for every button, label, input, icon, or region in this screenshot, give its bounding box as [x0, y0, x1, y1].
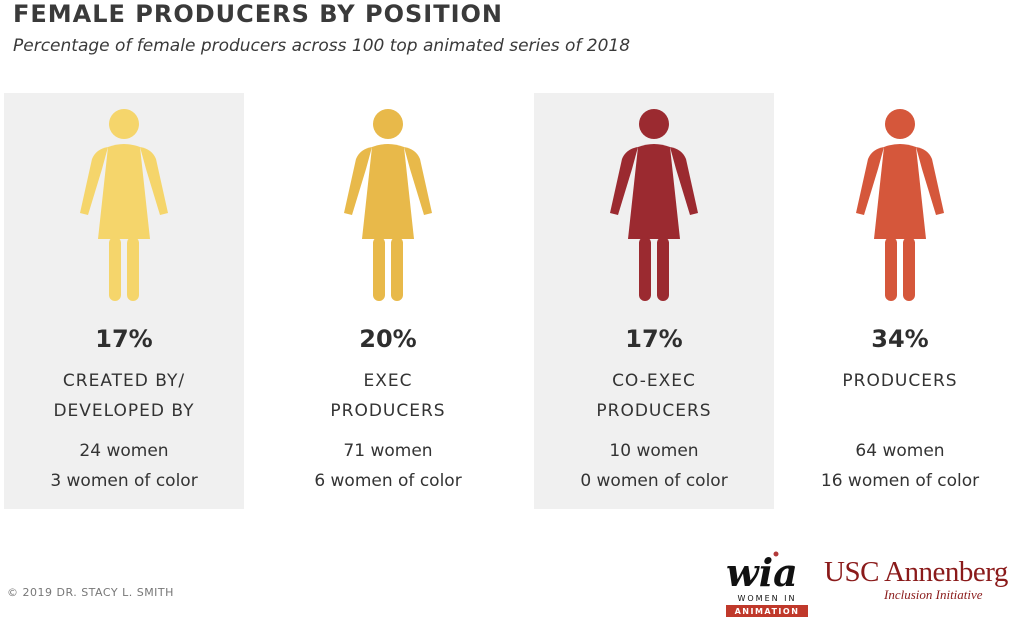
figure-leg-left [373, 237, 385, 301]
chart-title: FEMALE PRODUCERS BY POSITION [13, 0, 504, 28]
counts: 64 women 16 women of color [780, 436, 1020, 496]
position-label-line: EXEC [363, 371, 413, 391]
figure-arm-left [80, 147, 108, 215]
wia-band-bottom [726, 605, 808, 617]
position-label-line: CREATED BY/ [62, 371, 186, 391]
usc-logo-name: USC Annenberg [824, 556, 1008, 588]
position-label: EXEC PRODUCERS [268, 366, 508, 426]
women-of-color-count: 3 women of color [50, 471, 198, 491]
women-count: 64 women [855, 441, 945, 461]
female-figure-icon [80, 109, 168, 301]
women-of-color-count: 6 women of color [314, 471, 462, 491]
usc-annenberg-logo: USC Annenberg Inclusion Initiative [824, 556, 1008, 603]
female-figure-icon [610, 109, 698, 301]
copyright-text: © 2019 DR. STACY L. SMITH [7, 586, 174, 599]
wia-logo: wia WOMEN IN ANIMATION [726, 550, 808, 617]
figure-leg-left [639, 237, 651, 301]
figure-leg-left [109, 237, 121, 301]
percent-label: 17% [625, 325, 683, 353]
panel-created-by: 17% CREATED BY/ DEVELOPED BY 24 women 3 … [4, 93, 244, 509]
figure-arm-left [856, 147, 884, 215]
figure-arm-right [916, 147, 944, 215]
wia-band-top [726, 592, 808, 603]
figure-dress [628, 144, 680, 239]
figure-head [885, 109, 915, 139]
figure-dress [362, 144, 414, 239]
position-label-line: PRODUCERS [842, 371, 958, 391]
figure-head [373, 109, 403, 139]
position-label-line: PRODUCERS [596, 401, 712, 421]
wia-logo-line1: WOMEN IN [737, 594, 796, 603]
counts: 71 women 6 women of color [268, 436, 508, 496]
female-figure-icon [344, 109, 432, 301]
figure-leg-right [127, 237, 139, 301]
women-count: 24 women [79, 441, 169, 461]
position-label: PRODUCERS [780, 366, 1020, 396]
position-label: CREATED BY/ DEVELOPED BY [4, 366, 244, 426]
position-label-line: PRODUCERS [330, 401, 446, 421]
figure-arm-right [140, 147, 168, 215]
figure-arm-right [670, 147, 698, 215]
figure-dress [98, 144, 150, 239]
position-label: CO-EXEC PRODUCERS [534, 366, 774, 426]
position-label-line: DEVELOPED BY [53, 401, 195, 421]
figure-arm-left [610, 147, 638, 215]
percent-label: 20% [359, 325, 417, 353]
wia-logo-line2: ANIMATION [735, 607, 800, 616]
figure-leg-left [885, 237, 897, 301]
wia-dot [773, 551, 779, 557]
figure-leg-right [657, 237, 669, 301]
percent-label: 34% [871, 325, 929, 353]
figure-leg-right [391, 237, 403, 301]
usc-logo-sub: Inclusion Initiative [884, 587, 983, 602]
women-of-color-count: 16 women of color [820, 471, 980, 491]
chart-panels: 17% CREATED BY/ DEVELOPED BY 24 women 3 … [4, 93, 1016, 509]
female-figure-icon [856, 109, 944, 301]
panel-co-exec-producers: 17% CO-EXEC PRODUCERS 10 women 0 women o… [534, 93, 774, 509]
women-of-color-count: 0 women of color [580, 471, 728, 491]
counts: 10 women 0 women of color [534, 436, 774, 496]
figure-dress [874, 144, 926, 239]
figure-leg-right [903, 237, 915, 301]
wia-logo-mark: wia [726, 550, 798, 595]
counts: 24 women 3 women of color [4, 436, 244, 496]
figure-arm-left [344, 147, 372, 215]
panel-producers: 34% PRODUCERS 64 women 16 women of color [780, 93, 1020, 509]
women-count: 10 women [609, 441, 699, 461]
figure-head [109, 109, 139, 139]
figure-arm-right [404, 147, 432, 215]
panel-exec-producers: 20% EXEC PRODUCERS 71 women 6 women of c… [268, 93, 508, 509]
percent-label: 17% [95, 325, 153, 353]
women-count: 71 women [343, 441, 433, 461]
position-label-line: CO-EXEC [612, 371, 696, 391]
figure-head [639, 109, 669, 139]
chart-subtitle: Percentage of female producers across 10… [13, 36, 631, 56]
